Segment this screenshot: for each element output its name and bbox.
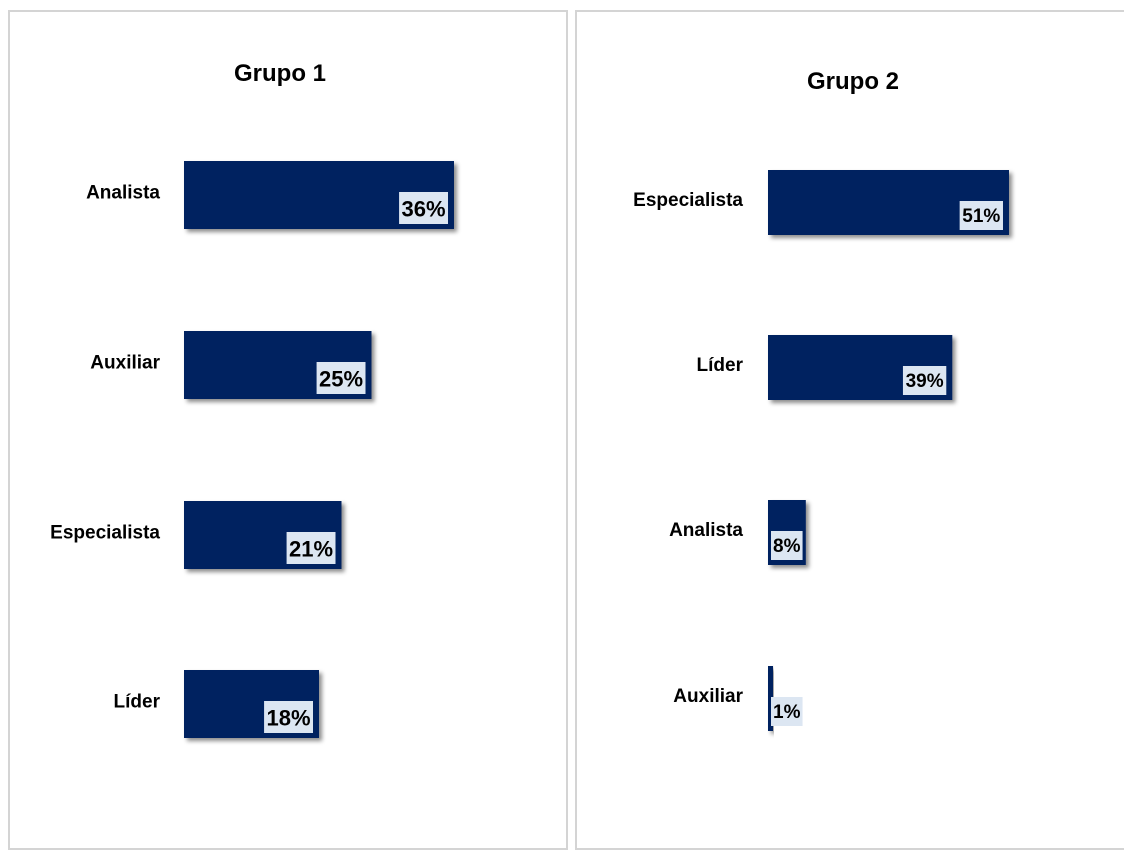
value-label: 21% (289, 537, 333, 562)
value-label: 51% (962, 206, 1000, 227)
bar-chart-grupo-1: Analista 36% Auxiliar 25% Especialista 21% Líd… (10, 12, 568, 850)
category-label: Especialista (50, 523, 160, 544)
category-label: Líder (697, 355, 744, 376)
category-label: Auxiliar (90, 353, 160, 374)
value-label: 8% (773, 536, 801, 557)
category-label: Especialista (633, 190, 743, 211)
category-label: Auxiliar (673, 686, 743, 707)
value-label: 1% (773, 702, 801, 723)
chart-panel-grupo-2: Grupo 2 Especialista 51% Líder 39% Analista 8… (575, 10, 1124, 850)
value-label: 18% (267, 706, 311, 731)
value-label: 39% (906, 371, 944, 392)
category-label: Analista (86, 183, 160, 204)
value-label: 25% (319, 367, 363, 392)
category-label: Líder (114, 692, 161, 713)
bar-chart-grupo-2: Especialista 51% Líder 39% Analista 8% Auxilia… (577, 12, 1124, 850)
chart-panel-grupo-1: Grupo 1 Analista 36% Auxiliar 25% Especialis… (8, 10, 568, 850)
value-label: 36% (402, 197, 446, 222)
category-label: Analista (669, 520, 743, 541)
